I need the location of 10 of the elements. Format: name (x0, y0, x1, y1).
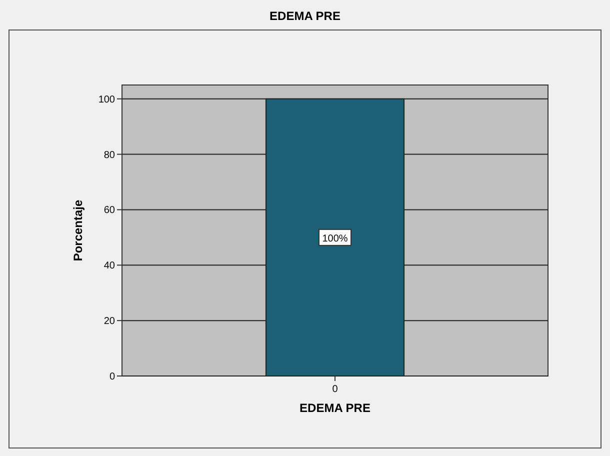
y-tick-label: 0 (109, 372, 116, 382)
y-tick-label: 80 (104, 150, 116, 161)
y-tick-label: 60 (104, 205, 116, 216)
y-tick-label: 20 (104, 316, 116, 328)
y-tick-label: 100 (98, 94, 116, 106)
y-axis-title: Porcentaje (71, 199, 85, 262)
chart-title: EDEMA PRE (270, 9, 340, 23)
data-label: 100% (322, 233, 348, 244)
y-tick-label: 40 (104, 260, 116, 272)
x-axis-title: EDEMA PRE (300, 401, 370, 415)
